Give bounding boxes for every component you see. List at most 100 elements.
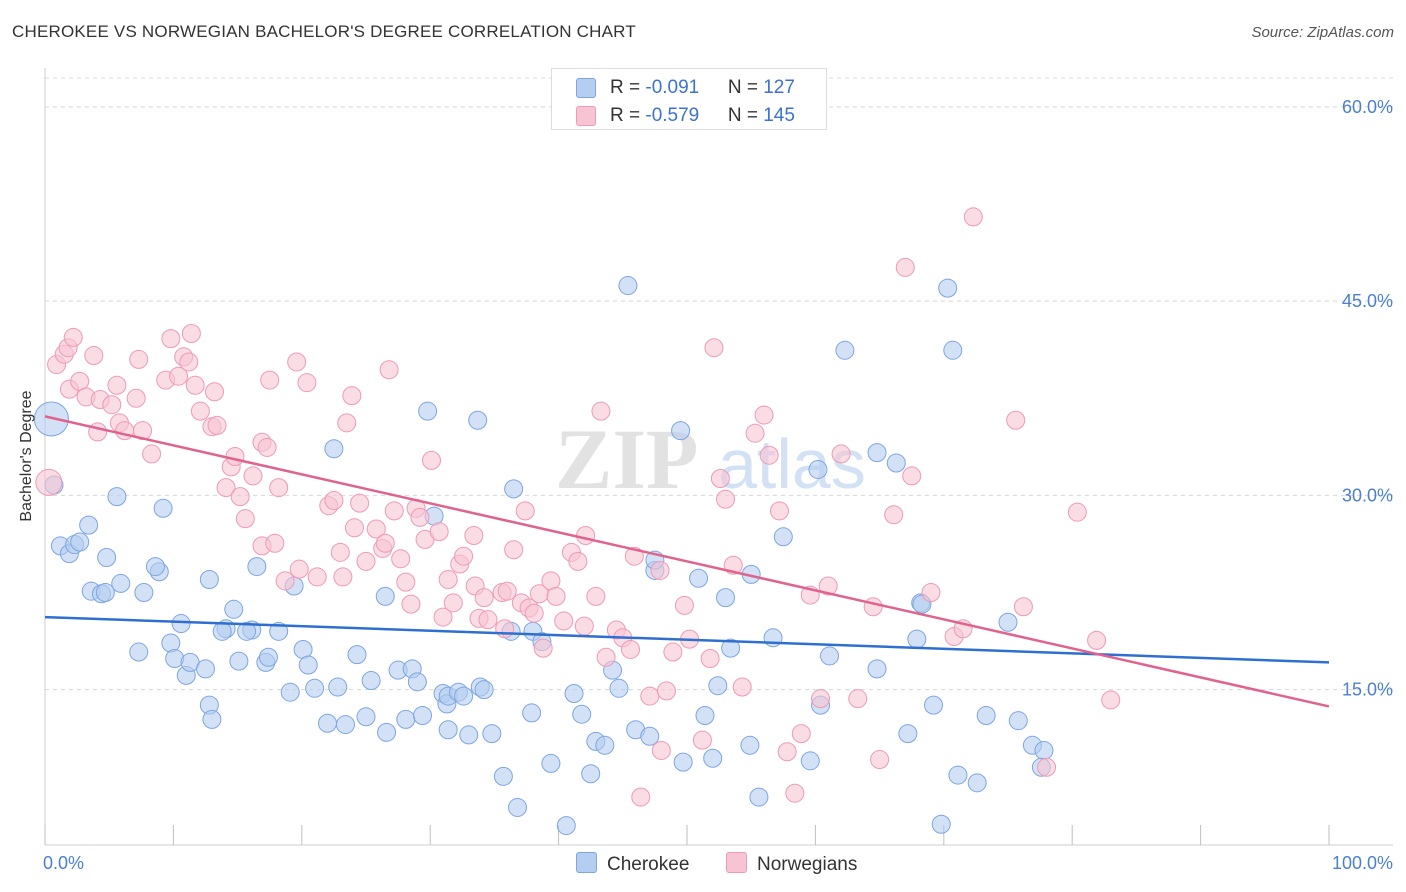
cherokee-point (808, 459, 828, 479)
cherokee-point (493, 766, 513, 786)
cherokee-point (161, 633, 181, 653)
norwegian-point (1087, 630, 1107, 650)
cherokee-point (347, 645, 367, 665)
cherokee-point (640, 726, 660, 746)
norwegian-point (107, 375, 127, 395)
cherokee-point (938, 278, 958, 298)
y-axis-label: Bachelor's Degree (18, 390, 35, 521)
x-tick-label-min: 0.0% (43, 853, 84, 873)
norwegian-point (759, 445, 779, 465)
cherokee-point (361, 671, 381, 691)
cherokee-point (212, 621, 232, 641)
norwegian-point (102, 395, 122, 415)
norwegian-point (344, 518, 364, 538)
norwegian-point (230, 487, 250, 507)
norwegian-point (831, 444, 851, 464)
norwegian-point (524, 603, 544, 623)
norwegian-point (396, 572, 416, 592)
norwegian-point (769, 501, 789, 521)
norwegian-point (379, 360, 399, 380)
norwegian-point (546, 586, 566, 606)
norwegian-point (324, 491, 344, 511)
cherokee-point (418, 401, 438, 421)
norwegian-point (921, 582, 941, 602)
norwegian-point (621, 639, 641, 659)
norwegian-point (307, 567, 327, 587)
cherokee-point (95, 582, 115, 602)
x-tick-label-max: 100.0% (1332, 853, 1393, 873)
norwegian-point (190, 401, 210, 421)
norwegian-point (265, 533, 285, 553)
cherokee-point (134, 582, 154, 602)
cherokee-point (721, 638, 741, 658)
norwegian-point (533, 638, 553, 658)
cherokee-point (898, 724, 918, 744)
norwegian-point (384, 501, 404, 521)
cherokee-legend-label: Cherokee (607, 854, 690, 875)
cherokee-legend-swatch (576, 852, 597, 873)
norwegian-point (287, 352, 307, 372)
norwegian-point (591, 401, 611, 421)
norwegian-point (495, 619, 515, 639)
norwegian-point (207, 415, 227, 435)
legend-n-label: N = (727, 77, 764, 98)
cherokee-point (556, 816, 576, 836)
cherokee-point (224, 599, 244, 619)
norwegian-point (126, 388, 146, 408)
cherokee-swatch (576, 78, 596, 98)
cherokee-point (572, 704, 592, 724)
norwegian-point (443, 593, 463, 613)
watermark-atlas: atlas (718, 425, 866, 503)
cherokee-point (171, 614, 191, 634)
cherokee-point (412, 706, 432, 725)
norwegian-point (391, 549, 411, 569)
cherokee-point (564, 683, 584, 703)
norwegian-point (895, 257, 915, 277)
cherokee-point (886, 453, 906, 473)
norwegian-point (1101, 690, 1121, 710)
stats-legend: R = -0.091 N = 127 R = -0.579 N = 145 (551, 68, 827, 130)
norwegian-point (663, 642, 683, 662)
norwegian-point (704, 338, 724, 358)
cherokee-point (153, 498, 173, 518)
y-tick-label: 60.0% (1342, 97, 1393, 117)
norwegian-point (204, 382, 224, 402)
cherokee-point (328, 677, 348, 697)
norwegian-point (421, 450, 441, 470)
cherokee-point (196, 659, 215, 679)
cherokee-point (377, 722, 397, 742)
cherokee-point (609, 678, 629, 698)
cherokee-r-value: -0.091 (645, 77, 700, 98)
cherokee-point (522, 703, 542, 723)
norwegian-point (1067, 502, 1087, 522)
norwegian-point (586, 586, 606, 606)
cherokee-point (931, 814, 951, 834)
norwegian-point (337, 413, 357, 433)
norwegian-point (515, 501, 535, 521)
norwegian-point (342, 386, 362, 406)
cherokee-point (1008, 711, 1028, 731)
norwegian-point (650, 560, 670, 580)
cherokee-point (269, 621, 289, 641)
cherokee-point (595, 735, 615, 755)
norwegian-legend-swatch (726, 852, 747, 873)
cherokee-point (145, 557, 165, 577)
cherokee-point (581, 764, 601, 784)
y-tick-label: 45.0% (1342, 291, 1393, 311)
cherokee-point (976, 706, 996, 725)
cherokee-point (474, 680, 494, 700)
cherokee-point (202, 709, 222, 729)
norwegian-point (884, 505, 904, 525)
norwegian-n-value: 145 (763, 105, 795, 126)
norwegian-point (818, 576, 838, 596)
norwegian-point (1013, 597, 1033, 617)
cherokee-point (199, 570, 219, 590)
norwegian-point (35, 468, 63, 496)
source-label: Source: ZipAtlas.com (1251, 24, 1394, 41)
norwegian-point (777, 742, 797, 762)
cherokee-point (924, 695, 944, 715)
norwegian-point (745, 423, 765, 443)
norwegian-point (243, 466, 263, 486)
norwegian-legend-label: Norwegians (757, 854, 858, 875)
norwegian-point (333, 567, 353, 587)
